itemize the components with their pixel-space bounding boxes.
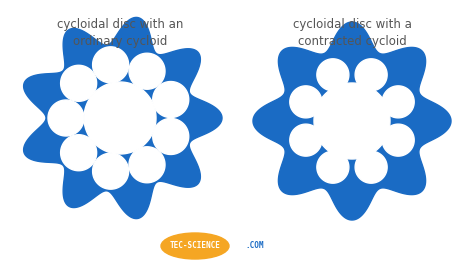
Ellipse shape: [161, 233, 229, 259]
Polygon shape: [382, 124, 414, 156]
Polygon shape: [48, 100, 84, 136]
Polygon shape: [355, 59, 387, 91]
Polygon shape: [355, 151, 387, 183]
Polygon shape: [92, 153, 128, 189]
Polygon shape: [317, 59, 349, 91]
Polygon shape: [290, 124, 322, 156]
Polygon shape: [153, 82, 189, 118]
Text: cycloidal disc with a
contracted cycloid: cycloidal disc with a contracted cycloid: [292, 18, 411, 48]
Polygon shape: [61, 65, 97, 101]
Text: .COM: .COM: [246, 242, 264, 251]
Polygon shape: [129, 53, 165, 89]
Polygon shape: [317, 151, 349, 183]
Polygon shape: [153, 118, 189, 155]
Polygon shape: [382, 86, 414, 118]
Text: cycloidal disc with an
ordinary cycloid: cycloidal disc with an ordinary cycloid: [57, 18, 183, 48]
Polygon shape: [61, 135, 97, 171]
Polygon shape: [314, 83, 390, 159]
Polygon shape: [92, 47, 128, 83]
Text: TEC-SCIENCE: TEC-SCIENCE: [170, 242, 220, 251]
Polygon shape: [84, 82, 156, 154]
Polygon shape: [129, 147, 165, 183]
Polygon shape: [24, 17, 222, 219]
Polygon shape: [253, 22, 451, 220]
Polygon shape: [290, 86, 322, 118]
